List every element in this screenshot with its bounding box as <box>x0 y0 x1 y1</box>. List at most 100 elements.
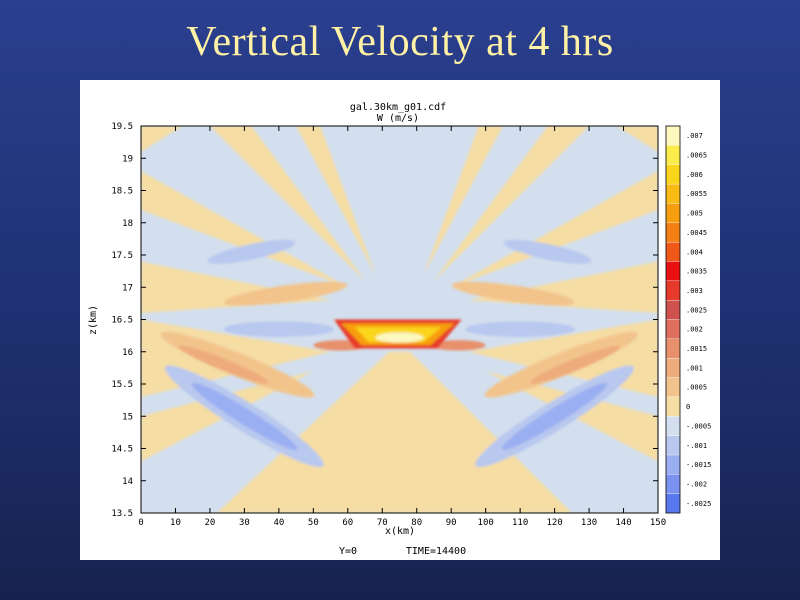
colorbar-label: .0045 <box>686 229 707 237</box>
colorbar-label: -.001 <box>686 442 707 450</box>
colorbar-swatch <box>665 416 681 436</box>
colorbar-swatch <box>665 435 681 456</box>
y-tick-label: 18 <box>122 219 133 229</box>
x-tick-label: 20 <box>205 518 216 528</box>
colorbar-swatch <box>665 203 681 223</box>
right-level-downdraft <box>464 321 576 337</box>
slide-title: Vertical Velocity at 4 hrs <box>186 19 614 65</box>
x-tick-label: 100 <box>478 518 494 528</box>
x-tick-label: 80 <box>411 518 422 528</box>
core-peak <box>375 332 424 343</box>
upper-left-updraft <box>224 281 348 306</box>
right-updraft-arc-core <box>530 345 621 384</box>
x-tick-label: 140 <box>615 518 631 528</box>
footer-time: TIME=14400 <box>406 546 466 557</box>
colorbar-swatch <box>665 299 681 320</box>
y-tick-label: 16 <box>122 348 133 358</box>
y-tick-label: 15 <box>122 412 133 422</box>
contour-chart: gal.30km_g01.cdf W (m/s) 0 10 20 30 40 50 60 70… <box>88 102 711 557</box>
x-tick-label: 110 <box>512 518 528 528</box>
colorbar-label: .0025 <box>686 306 707 314</box>
y-tick-label: 14 <box>122 477 133 487</box>
colorbar-label: .002 <box>686 326 703 334</box>
colorbar-swatch <box>665 145 681 165</box>
colorbar: -.0025 -.002 -.0015 -.001 -.0005 0 .0005 .001 .0… <box>665 125 711 514</box>
corner-right <box>616 126 658 152</box>
colorbar-swatch <box>665 396 681 417</box>
x-tick-label: 150 <box>650 518 666 528</box>
colorbar-label: .006 <box>686 171 703 179</box>
colorbar-label: .0035 <box>686 268 707 276</box>
colorbar-swatch <box>665 474 681 494</box>
y-tick-label: 19 <box>122 154 133 164</box>
y-tick-label: 16.5 <box>111 316 133 326</box>
x-tick-label: 40 <box>273 518 284 528</box>
colorbar-swatch <box>665 358 681 378</box>
upper-left-arm-1 <box>141 171 348 288</box>
y-tick-label: 17 <box>122 283 133 293</box>
x-axis-tick-labels: 0 10 20 30 40 50 60 70 80 90 100 110 120 130 140 150 <box>138 518 666 528</box>
colorbar-swatch <box>665 222 681 243</box>
y-tick-label: 18.5 <box>111 187 133 197</box>
x-axis-label: x(km) <box>385 526 415 537</box>
colorbar-label: .004 <box>686 248 703 256</box>
plot-panel: gal.30km_g01.cdf W (m/s) 0 10 20 30 40 50 60 70… <box>80 80 720 560</box>
center-right-updraft <box>430 340 486 351</box>
right-band-lower <box>485 371 658 462</box>
upper-right-updraft <box>451 281 575 306</box>
x-tick-label: 0 <box>138 518 143 528</box>
colorbar-swatch <box>665 377 681 398</box>
colorbar-label: .0065 <box>686 152 707 160</box>
x-tick-label: 70 <box>377 518 388 528</box>
x-tick-label: 130 <box>581 518 597 528</box>
chart-subtitle: W (m/s) <box>377 113 419 124</box>
colorbar-label: -.002 <box>686 480 707 488</box>
x-tick-label: 120 <box>546 518 562 528</box>
x-tick-label: 10 <box>170 518 181 528</box>
y-tick-label: 19.5 <box>111 122 133 132</box>
x-axis-ticks <box>140 126 659 513</box>
lower-right-downdraft-core <box>501 382 608 450</box>
colorbar-label: .005 <box>686 210 703 218</box>
colorbar-swatch <box>665 338 681 359</box>
colorbar-swatch <box>665 241 681 262</box>
upper-right-arm-1 <box>451 171 658 288</box>
colorbar-label: .0015 <box>686 345 707 353</box>
lower-cone <box>216 351 572 513</box>
lower-left-downdraft-core <box>191 382 298 450</box>
upper-left-downdraft <box>207 239 296 264</box>
x-tick-label: 60 <box>342 518 353 528</box>
colorbar-label: .003 <box>686 287 703 295</box>
y-tick-label: 17.5 <box>111 251 133 261</box>
y-tick-label: 13.5 <box>111 509 133 519</box>
velocity-field <box>141 126 658 513</box>
colorbar-label: -.0005 <box>686 422 711 430</box>
corner-left <box>141 126 183 152</box>
colorbar-label: .007 <box>686 132 703 140</box>
colorbar-swatch <box>665 183 681 204</box>
colorbar-swatch <box>665 125 681 146</box>
x-tick-label: 50 <box>308 518 319 528</box>
colorbar-swatch <box>665 493 681 514</box>
footer-y-coordinate: Y=0 <box>339 546 357 557</box>
colorbar-swatch <box>665 280 681 301</box>
x-tick-label: 30 <box>239 518 250 528</box>
upper-left-arm-2 <box>209 126 366 281</box>
colorbar-label: .0005 <box>686 384 707 392</box>
y-tick-label: 14.5 <box>111 445 133 455</box>
upper-right-downdraft <box>503 239 592 264</box>
colorbar-swatch <box>665 454 681 475</box>
y-axis-ticks <box>141 125 658 514</box>
y-axis-tick-labels: 13.5 14 14.5 15 15.5 16 16.5 17 17.5 18 18.5 19 19.5 <box>111 122 133 519</box>
left-level-downdraft <box>223 321 335 337</box>
chart-title: gal.30km_g01.cdf <box>350 102 446 113</box>
colorbar-label: .0055 <box>686 190 707 198</box>
y-axis-label: z(km) <box>88 305 99 335</box>
upper-right-arm-3 <box>423 126 503 275</box>
y-tick-label: 15.5 <box>111 380 133 390</box>
colorbar-label: 0 <box>686 403 690 411</box>
colorbar-label: .001 <box>686 364 703 372</box>
colorbar-border <box>665 125 681 514</box>
colorbar-swatch <box>665 319 681 340</box>
left-updraft-arc-core <box>178 345 269 384</box>
